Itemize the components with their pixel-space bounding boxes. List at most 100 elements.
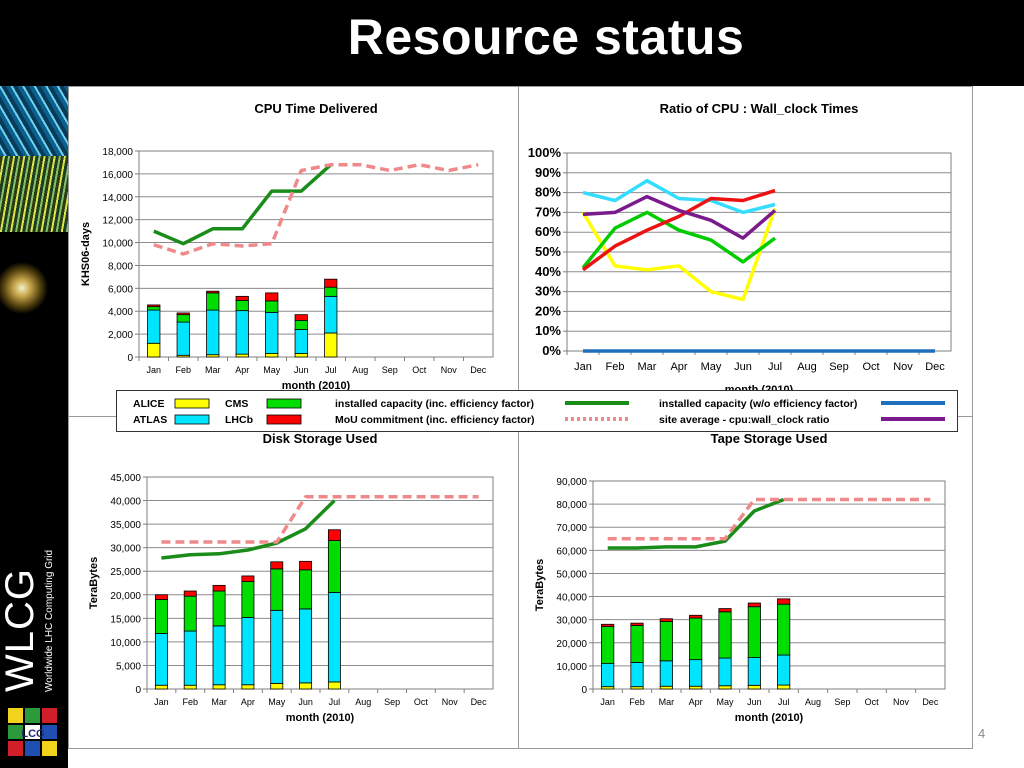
disk-xtick-label: Apr (241, 697, 255, 707)
disk-bar-alice-jan (154, 684, 168, 690)
ratio-xtick-label: Jun (734, 361, 752, 373)
ratio-xtick-label: Nov (893, 361, 913, 373)
cpu-bar-atlas-jul (324, 295, 338, 334)
ratio-xtick-label: Aug (797, 361, 817, 373)
tape-ytick-label: 20,000 (556, 639, 587, 650)
lcg-logo-text: LCG (21, 728, 44, 740)
disk-ytick-label: 35,000 (110, 520, 141, 531)
legend-label-3: LHCb (225, 414, 253, 426)
cpu-bar-atlas-mar (206, 309, 220, 356)
ratio-ytick-label: 10% (535, 323, 561, 338)
tape-bar-alice-apr (689, 685, 703, 690)
cpu-chart-title: CPU Time Delivered (254, 101, 377, 116)
tape-xtick-label: Oct (865, 697, 880, 707)
title-bar (0, 0, 1024, 86)
ratio-ytick-label: 90% (535, 165, 561, 180)
tape-line-installed-capacity-inc-efficiency-factor (607, 497, 785, 550)
cpu-line-mou-commitment-inc-efficiency-factor (153, 162, 479, 256)
disk-ytick-label: 30,000 (110, 544, 141, 555)
cpu-xtick-label: Mar (205, 365, 221, 375)
cpu-bar-alice-jul (324, 332, 338, 358)
tape-line-mou-commitment-inc-efficiency-factor (607, 497, 931, 541)
tape-xtick-label: Mar (659, 697, 675, 707)
cpu-xtick-label: Sep (382, 365, 398, 375)
disk-bar-atlas-may (270, 609, 284, 684)
slide-title: Resource status (347, 9, 745, 65)
ratio-xtick-label: May (701, 361, 722, 373)
ratio-xtick-label: Dec (925, 361, 945, 373)
cpu-bar-atlas-jan (147, 309, 161, 344)
tape-ytick-label: 10,000 (556, 662, 587, 673)
tape-bar-lhcb-mar (659, 618, 673, 622)
disk-bar-atlas-mar (212, 625, 226, 686)
lcg-logo: LCG (8, 708, 57, 756)
tape-bar-atlas-apr (689, 659, 703, 687)
cpu-bar-cms-apr (235, 299, 249, 312)
tape-bar-atlas-mar (659, 660, 673, 687)
disk-bar-atlas-jul (327, 592, 341, 683)
cpu-xtick-label: Feb (175, 365, 191, 375)
disk-ytick-label: 10,000 (110, 638, 141, 649)
disk-xtick-label: May (268, 697, 286, 707)
fiber-cables-photo (0, 156, 68, 232)
cpu-xtick-label: Nov (441, 365, 458, 375)
cpu-ytick-label: 4,000 (108, 307, 133, 318)
disk-bar-cms-jan (154, 599, 168, 634)
cpu-line-installed-capacity-inc-efficiency-factor (153, 163, 332, 246)
disk-ytick-label: 15,000 (110, 614, 141, 625)
disk-bar-atlas-apr (241, 616, 255, 686)
globe-photo (0, 232, 68, 332)
disk-bar-cms-may (270, 568, 284, 611)
tape-storage-chart: Tape Storage Used 0 10,000 20,000 30,000 40,0… (534, 431, 946, 724)
cpu-bar-cms-jun (294, 319, 308, 330)
tape-xtick-label: Dec (922, 697, 939, 707)
ratio-line-alice (581, 207, 777, 302)
cpu-xtick-label: Jan (146, 365, 161, 375)
disk-xtick-label: Mar (211, 697, 227, 707)
ratio-ytick-label: 40% (535, 264, 561, 279)
cpu-ytick-label: 10,000 (102, 239, 133, 250)
cpu-ytick-label: 6,000 (108, 284, 133, 295)
cpu-bar-alice-jan (147, 342, 161, 358)
legend-label-5: MoU commitment (inc. efficiency factor) (335, 414, 535, 426)
cpu-bar-cms-mar (206, 292, 220, 311)
disk-bar-alice-jun (299, 682, 313, 690)
legend-swatch-2 (174, 414, 210, 425)
disk-ytick-label: 20,000 (110, 591, 141, 602)
ratio-chart: Ratio of CPU : Wall_clock Times 0% 10% 20% 3… (528, 101, 952, 396)
disk-ytick-label: 25,000 (110, 567, 141, 578)
ratio-ytick-label: 20% (535, 303, 561, 318)
ratio-line-site-average-cpu-wall-clock-ratio (582, 194, 777, 240)
tape-bar-atlas-jun (747, 657, 761, 686)
ratio-xtick-label: Mar (638, 361, 657, 373)
disk-bar-alice-mar (212, 684, 226, 690)
disk-xtick-label: Aug (355, 697, 371, 707)
tape-bar-alice-mar (659, 685, 673, 690)
tape-ytick-label: 60,000 (556, 546, 587, 557)
tape-bar-cms-feb (630, 625, 644, 663)
cpu-bar-lhcb-mar (206, 290, 220, 294)
cpu-bar-atlas-jun (294, 329, 308, 354)
cpu-bar-lhcb-jan (147, 304, 161, 308)
ratio-xtick-label: Jul (768, 361, 782, 373)
tape-bar-atlas-may (718, 657, 732, 687)
disk-bar-alice-jul (327, 681, 341, 690)
disk-ytick-label: 40,000 (110, 497, 141, 508)
disk-bar-lhcb-jun (299, 560, 313, 571)
tape-bar-lhcb-jun (747, 602, 761, 608)
legend-label-2: ATLAS (133, 414, 167, 426)
brand-main-text: WLCG (0, 568, 42, 692)
disk-chart-title: Disk Storage Used (263, 431, 378, 446)
ratio-xtick-label: Jan (574, 361, 592, 373)
tape-bar-lhcb-jan (601, 623, 615, 628)
tape-bar-alice-jul (777, 684, 791, 690)
disk-bar-atlas-feb (183, 630, 197, 686)
disk-bar-cms-jun (299, 569, 313, 610)
cpu-bar-lhcb-apr (235, 295, 249, 301)
tape-bar-atlas-jul (777, 654, 791, 686)
disk-line-mou-commitment-inc-efficiency-factor (161, 495, 479, 544)
disk-bar-lhcb-may (270, 561, 284, 570)
wlcg-brand: WLCG Worldwide LHC Computing Grid (0, 520, 68, 705)
disk-xtick-label: Jun (298, 697, 313, 707)
cpu-bar-atlas-feb (176, 321, 190, 356)
